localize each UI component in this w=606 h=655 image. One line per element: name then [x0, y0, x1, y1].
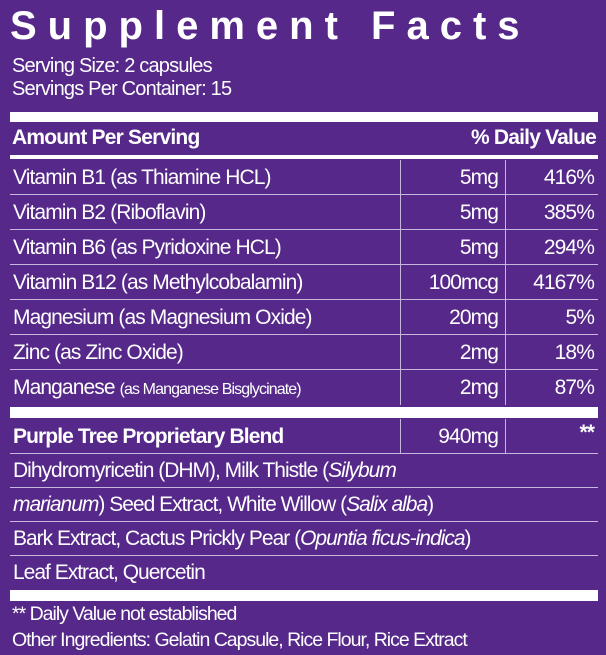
ingredient-latin: Salix alba: [346, 493, 428, 516]
servings-per-container: Servings Per Container: 15: [12, 78, 232, 100]
column-divider: [505, 419, 506, 453]
nutrient-dv: 4167%: [533, 271, 595, 294]
nutrient-dv: 416%: [543, 166, 595, 189]
column-divider: [400, 230, 401, 264]
ingredient-text: ): [464, 527, 472, 550]
nutrient-amount: 2mg: [459, 341, 499, 364]
blend-name: Purple Tree Proprietary Blend: [13, 425, 284, 448]
nutrient-amount: 5mg: [459, 236, 499, 259]
nutrient-name: Manganese: [13, 376, 116, 399]
column-divider: [505, 300, 506, 334]
nutrient-row: Manganese (as Manganese Bisglycinate) 2mg…: [10, 370, 598, 405]
nutrient-name: Vitamin B2 (Riboflavin): [13, 201, 206, 224]
nutrient-name-cell: Manganese (as Manganese Bisglycinate): [13, 376, 302, 400]
column-divider: [505, 195, 506, 229]
nutrient-dv: 294%: [543, 236, 595, 259]
nutrient-dv: 5%: [565, 306, 594, 329]
nutrient-name: Magnesium (as Magnesium Oxide): [13, 306, 313, 329]
nutrient-amount: 5mg: [459, 201, 499, 224]
nutrient-name-cell: Vitamin B2 (Riboflavin): [13, 201, 206, 225]
nutrient-name-detail: (as Manganese Bisglycinate): [119, 381, 302, 398]
column-divider: [400, 265, 401, 299]
nutrient-name: Zinc (as Zinc Oxide): [13, 341, 184, 364]
divider-thick: [10, 112, 598, 122]
divider-medium: [10, 155, 598, 159]
nutrient-row: Magnesium (as Magnesium Oxide) 20mg 5%: [10, 300, 598, 335]
divider-thick: [10, 407, 598, 418]
nutrient-name: Vitamin B12 (as Methylcobalamin): [13, 271, 303, 294]
nutrient-row: Vitamin B2 (Riboflavin) 5mg 385%: [10, 195, 598, 230]
ingredient-latin: marianum: [13, 493, 99, 516]
nutrient-dv: 18%: [554, 341, 595, 364]
column-divider: [505, 335, 506, 369]
ingredient-text: Bark Extract, Cactus Prickly Pear (: [13, 527, 301, 550]
nutrient-name-cell: Vitamin B1 (as Thiamine HCL): [13, 166, 272, 190]
ingredient-text: Leaf Extract, Quercetin: [13, 561, 206, 584]
footnote: ** Daily Value not established: [12, 603, 237, 625]
ingredient-text: Dihydromyricetin (DHM), Milk Thistle (: [13, 459, 329, 482]
table-header: Amount Per Serving % Daily Value: [12, 122, 597, 154]
column-divider: [400, 419, 401, 453]
nutrient-name-cell: Zinc (as Zinc Oxide): [13, 341, 184, 365]
column-divider: [505, 230, 506, 264]
ingredient-latin: Opuntia ficus-indica: [300, 527, 465, 550]
ingredient-line: Dihydromyricetin (DHM), Milk Thistle (Si…: [10, 454, 598, 488]
column-divider: [505, 370, 506, 405]
panel-title: Supplement Facts: [10, 4, 531, 48]
nutrient-name: Vitamin B6 (as Pyridoxine HCL): [13, 236, 282, 259]
nutrient-dv: 87%: [554, 376, 595, 399]
column-divider: [505, 265, 506, 299]
blend-amount: 940mg: [438, 425, 499, 448]
serving-size: Serving Size: 2 capsules: [12, 55, 213, 77]
nutrient-name-cell: Vitamin B12 (as Methylcobalamin): [13, 271, 303, 295]
nutrient-amount: 2mg: [459, 376, 499, 399]
amount-per-serving-label: Amount Per Serving: [12, 126, 200, 149]
column-divider: [400, 370, 401, 405]
ingredient-line: Bark Extract, Cactus Prickly Pear (Opunt…: [10, 522, 598, 556]
nutrient-row: Zinc (as Zinc Oxide) 2mg 18%: [10, 335, 598, 370]
divider-thick: [10, 590, 598, 601]
nutrient-dv: 385%: [543, 201, 595, 224]
nutrient-row: Vitamin B12 (as Methylcobalamin) 100mcg 41…: [10, 265, 598, 300]
nutrient-name-cell: Vitamin B6 (as Pyridoxine HCL): [13, 236, 282, 260]
nutrient-name-cell: Magnesium (as Magnesium Oxide): [13, 306, 313, 330]
column-divider: [400, 195, 401, 229]
daily-value-label: % Daily Value: [470, 126, 597, 149]
column-divider: [505, 160, 506, 194]
column-divider: [400, 160, 401, 194]
blend-row: Purple Tree Proprietary Blend 940mg **: [10, 419, 598, 454]
nutrient-row: Vitamin B1 (as Thiamine HCL) 5mg 416%: [10, 160, 598, 195]
blend-dv: **: [579, 421, 594, 444]
nutrient-amount: 5mg: [459, 166, 499, 189]
ingredient-text: ): [427, 493, 434, 516]
column-divider: [400, 300, 401, 334]
other-ingredients: Other Ingredients: Gelatin Capsule, Rice…: [12, 629, 468, 651]
nutrient-name: Vitamin B1 (as Thiamine HCL): [13, 166, 272, 189]
nutrient-row: Vitamin B6 (as Pyridoxine HCL) 5mg 294%: [10, 230, 598, 265]
ingredient-line: Leaf Extract, Quercetin: [10, 556, 598, 590]
nutrient-amount: 100mcg: [428, 271, 499, 294]
ingredient-latin: Silybum: [328, 459, 397, 482]
nutrient-amount: 20mg: [449, 306, 499, 329]
ingredient-text: ) Seed Extract, White Willow (: [98, 493, 347, 516]
ingredient-line: marianum) Seed Extract, White Willow (Sa…: [10, 488, 598, 522]
column-divider: [400, 335, 401, 369]
